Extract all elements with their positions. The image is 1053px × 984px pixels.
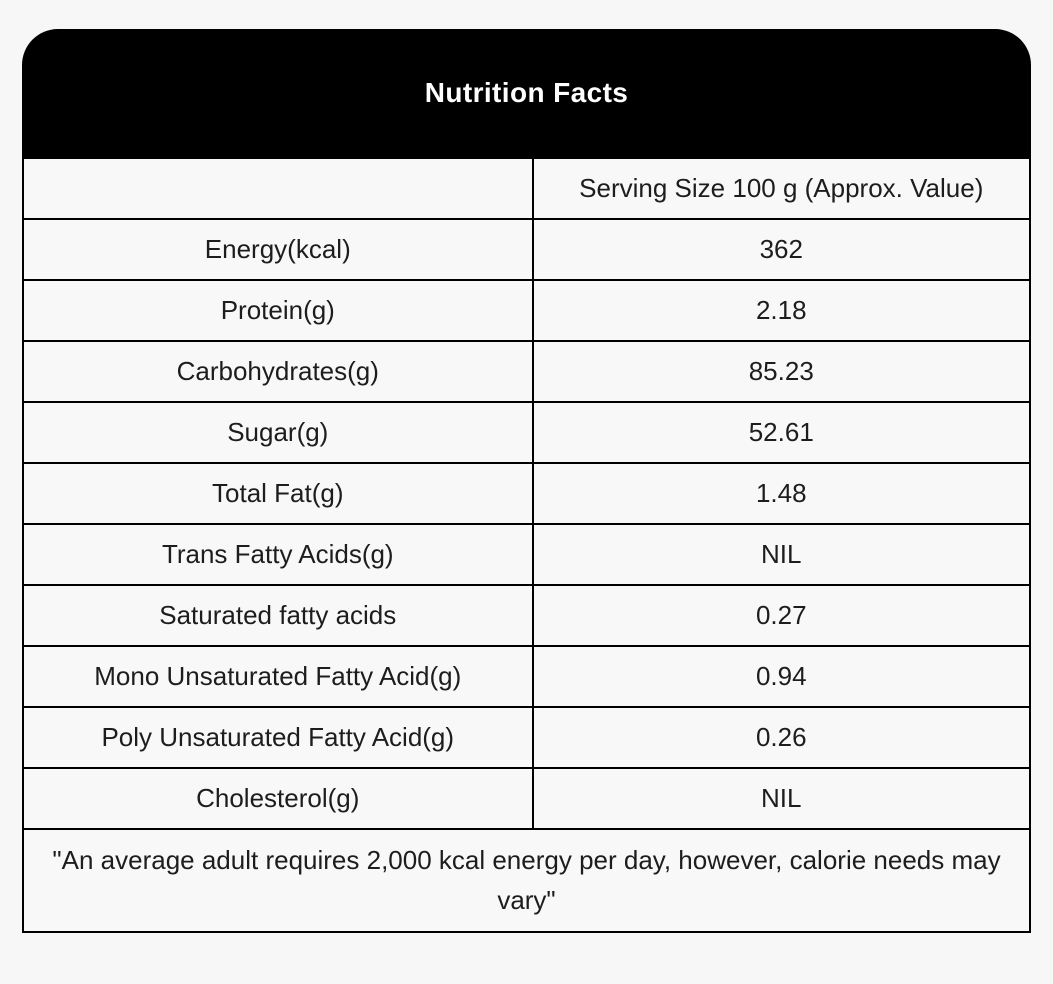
- table-row: Carbohydrates(g) 85.23: [22, 340, 1032, 403]
- table-row: Mono Unsaturated Fatty Acid(g) 0.94: [22, 645, 1032, 708]
- nutrient-value-cell: NIL: [531, 523, 1032, 586]
- nutrient-value-cell: 1.48: [531, 462, 1032, 525]
- nutrient-value-cell: 85.23: [531, 340, 1032, 403]
- nutrient-value-cell: 0.26: [531, 706, 1032, 769]
- nutrient-value-cell: 52.61: [531, 401, 1032, 464]
- calorie-footnote: "An average adult requires 2,000 kcal en…: [22, 828, 1031, 933]
- nutrition-facts-header: Nutrition Facts: [22, 29, 1031, 157]
- nutrition-table: Serving Size 100 g (Approx. Value) Energ…: [22, 157, 1032, 933]
- table-row: Trans Fatty Acids(g) NIL: [22, 523, 1032, 586]
- nutrient-label-cell: Carbohydrates(g): [22, 340, 534, 403]
- nutrition-facts-card: Nutrition Facts Serving Size 100 g (Appr…: [22, 29, 1032, 933]
- nutrient-value-cell: 2.18: [531, 279, 1032, 342]
- nutrient-value-cell: NIL: [531, 767, 1032, 830]
- table-row: Total Fat(g) 1.48: [22, 462, 1032, 525]
- table-row: Protein(g) 2.18: [22, 279, 1032, 342]
- nutrient-label-cell: Energy(kcal): [22, 218, 534, 281]
- table-row: Energy(kcal) 362: [22, 218, 1032, 281]
- table-row: Sugar(g) 52.61: [22, 401, 1032, 464]
- nutrient-label-cell: Mono Unsaturated Fatty Acid(g): [22, 645, 534, 708]
- footnote-row: "An average adult requires 2,000 kcal en…: [22, 828, 1031, 933]
- nutrient-label-cell: Trans Fatty Acids(g): [22, 523, 534, 586]
- table-row: Cholesterol(g) NIL: [22, 767, 1032, 830]
- page-title: Nutrition Facts: [424, 77, 629, 108]
- nutrient-value-cell: 0.27: [531, 584, 1032, 647]
- table-row: Saturated fatty acids 0.27: [22, 584, 1032, 647]
- nutrient-label-cell: Saturated fatty acids: [22, 584, 534, 647]
- nutrient-value-cell: 0.94: [531, 645, 1032, 708]
- table-header-row: Serving Size 100 g (Approx. Value): [22, 157, 1032, 220]
- nutrient-label-cell: Sugar(g): [22, 401, 534, 464]
- table-row: Poly Unsaturated Fatty Acid(g) 0.26: [22, 706, 1032, 769]
- serving-size-header-cell: Serving Size 100 g (Approx. Value): [531, 157, 1032, 220]
- empty-cell: [22, 157, 534, 220]
- nutrient-label-cell: Protein(g): [22, 279, 534, 342]
- nutrient-label-cell: Poly Unsaturated Fatty Acid(g): [22, 706, 534, 769]
- nutrient-label-cell: Total Fat(g): [22, 462, 534, 525]
- nutrient-label-cell: Cholesterol(g): [22, 767, 534, 830]
- nutrient-value-cell: 362: [531, 218, 1032, 281]
